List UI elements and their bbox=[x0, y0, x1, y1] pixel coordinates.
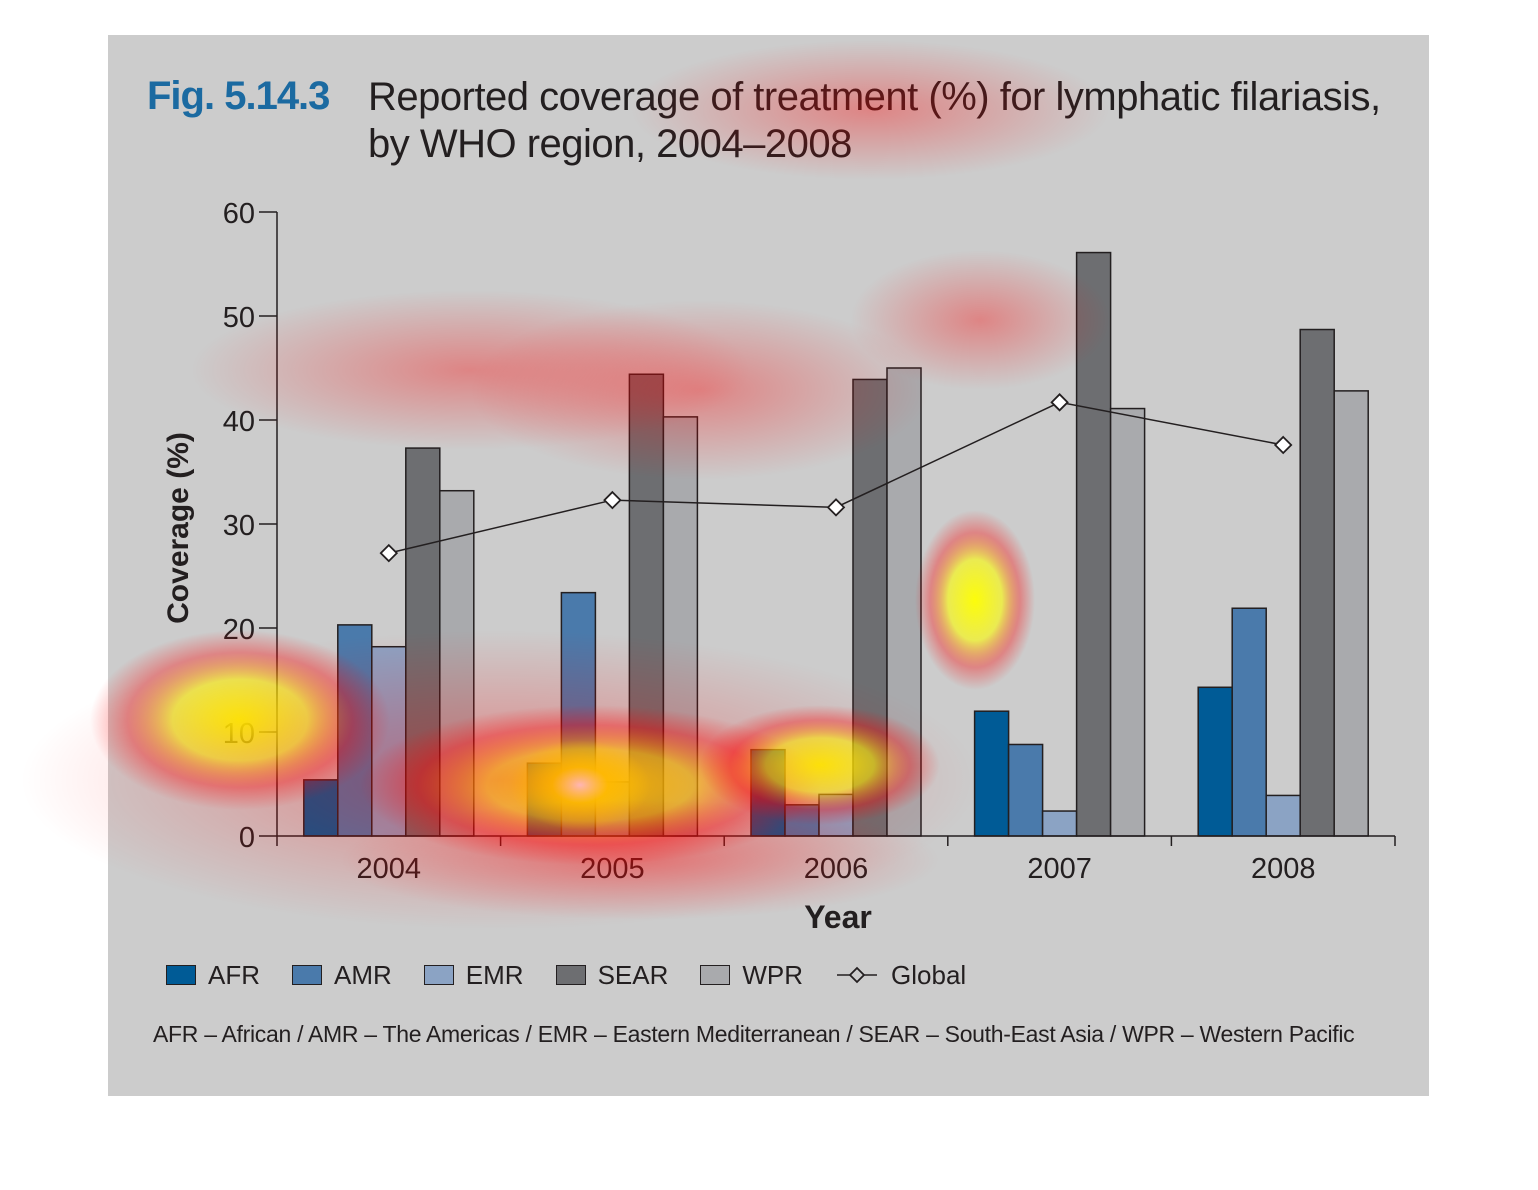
legend-swatch-afr bbox=[166, 965, 196, 985]
legend-label-afr: AFR bbox=[208, 959, 260, 990]
legend-item-afr: AFR bbox=[166, 960, 260, 991]
x-tick-label-2007: 2007 bbox=[1027, 853, 1092, 885]
global-line bbox=[379, 393, 1293, 563]
y-tick-label-30: 30 bbox=[223, 510, 255, 542]
figure-label: Fig. 5.14.3 bbox=[147, 74, 330, 118]
heatmap-blob-7 bbox=[470, 300, 930, 480]
legend: AFR AMR EMR SEAR WPR Global bbox=[166, 957, 998, 993]
bar-amr-2008 bbox=[1231, 607, 1267, 837]
bar-wpr-2008 bbox=[1333, 390, 1369, 837]
legend-label-amr: AMR bbox=[334, 959, 392, 990]
legend-swatch-wpr bbox=[700, 965, 731, 985]
heatmap-blob-9 bbox=[630, 40, 1110, 180]
bar-wpr-2007 bbox=[1109, 407, 1146, 837]
legend-label-emr: EMR bbox=[465, 959, 524, 990]
y-tick-label-60: 60 bbox=[223, 198, 255, 230]
global-point-2004 bbox=[379, 543, 399, 563]
global-point-2008 bbox=[1273, 435, 1293, 455]
legend-label-global: Global bbox=[891, 959, 967, 990]
global-point-2007 bbox=[1050, 393, 1069, 412]
global-point-2005 bbox=[603, 490, 622, 510]
heatmap-blob-4 bbox=[915, 510, 1035, 690]
legend-item-global: Global bbox=[835, 960, 966, 991]
heatmap-blob-8 bbox=[850, 250, 1110, 390]
footnote: AFR – African / AMR – The Americas / EMR… bbox=[153, 1021, 1355, 1047]
legend-item-wpr: WPR bbox=[700, 960, 803, 991]
y-axis-label: Coverage (%) bbox=[162, 432, 195, 624]
heatmap-blob-10 bbox=[340, 800, 940, 920]
diamond-line-icon bbox=[837, 966, 878, 984]
bar-afr-2008 bbox=[1197, 686, 1233, 837]
legend-item-sear: SEAR bbox=[555, 959, 669, 991]
legend-swatch-emr bbox=[423, 965, 454, 985]
legend-item-emr: EMR bbox=[423, 959, 524, 991]
bar-emr-2007 bbox=[1041, 810, 1078, 837]
legend-item-amr: AMR bbox=[292, 960, 392, 991]
heatmap-overlay bbox=[20, 40, 1110, 930]
bar-afr-2007 bbox=[973, 710, 1010, 837]
legend-swatch-amr bbox=[292, 965, 322, 985]
bar-emr-2008 bbox=[1265, 794, 1301, 837]
legend-swatch-sear bbox=[555, 965, 586, 985]
x-tick-label-2008: 2008 bbox=[1251, 853, 1316, 885]
legend-label-wpr: WPR bbox=[742, 959, 804, 990]
bar-amr-2007 bbox=[1007, 743, 1044, 837]
bar-sear-2008 bbox=[1299, 328, 1335, 837]
legend-label-sear: SEAR bbox=[597, 959, 669, 990]
global-point-2006 bbox=[826, 498, 846, 517]
